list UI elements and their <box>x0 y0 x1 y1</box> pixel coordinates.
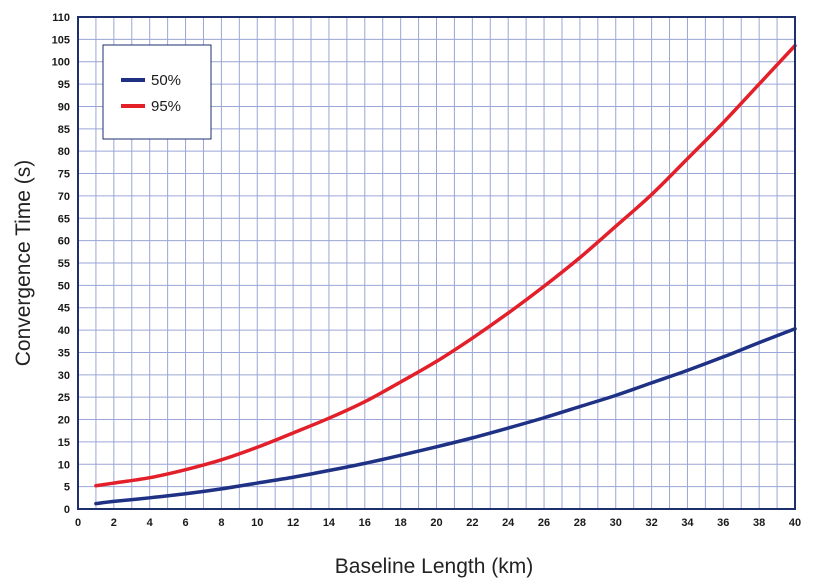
y-tick-label: 80 <box>58 146 70 158</box>
y-tick-label: 40 <box>58 325 70 337</box>
y-tick-label: 5 <box>64 482 70 494</box>
y-tick-label: 35 <box>58 347 70 359</box>
y-tick-label: 25 <box>58 392 70 404</box>
y-tick-label: 90 <box>58 101 70 113</box>
x-tick-label: 20 <box>430 517 442 529</box>
x-tick-label: 40 <box>789 517 801 529</box>
plot-frame <box>77 16 796 510</box>
x-tick-label: 4 <box>147 517 154 529</box>
x-tick-label: 22 <box>466 517 478 529</box>
y-tick-label: 110 <box>52 12 70 24</box>
x-tick-label: 38 <box>753 517 765 529</box>
x-tick-label: 24 <box>502 517 515 529</box>
x-tick-label: 0 <box>75 517 81 529</box>
y-tick-label: 105 <box>52 34 70 46</box>
series-layer <box>94 43 797 506</box>
y-tick-label: 10 <box>58 459 70 471</box>
y-axis-label: Convergence Time (s) <box>12 160 35 367</box>
legend-box <box>102 44 212 140</box>
y-tick-label: 50 <box>58 280 70 292</box>
x-tick-label: 8 <box>218 517 224 529</box>
x-tick-label: 14 <box>323 517 336 529</box>
x-tick-label: 34 <box>681 517 694 529</box>
y-tick-label: 70 <box>58 191 70 203</box>
y-tick-label: 45 <box>58 303 70 315</box>
x-tick-label: 26 <box>538 517 550 529</box>
y-tick-label: 55 <box>58 258 70 270</box>
x-tick-label: 16 <box>359 517 371 529</box>
tick-labels: 0 2 4 6 8 10 12 14 16 18 20 22 24 26 28 30 32 34 36 38 40051… <box>52 12 801 529</box>
x-tick-label: 18 <box>395 517 407 529</box>
series-line-50 <box>94 327 797 506</box>
legend-label-95: 95% <box>151 98 181 115</box>
y-tick-label: 15 <box>58 437 70 449</box>
x-tick-label: 36 <box>717 517 729 529</box>
x-tick-label: 28 <box>574 517 586 529</box>
x-tick-label: 12 <box>287 517 299 529</box>
x-tick-label: 32 <box>645 517 657 529</box>
y-tick-label: 0 <box>64 504 70 516</box>
x-tick-label: 10 <box>251 517 263 529</box>
y-tick-label: 75 <box>58 169 70 181</box>
legend-label-50: 50% <box>151 72 181 89</box>
y-tick-label: 60 <box>58 236 70 248</box>
y-tick-label: 85 <box>58 124 70 136</box>
y-tick-label: 95 <box>58 79 70 91</box>
series-line-95 <box>94 43 797 488</box>
legend: 50% 95% <box>102 44 212 140</box>
y-tick-label: 65 <box>58 213 70 225</box>
y-tick-label: 30 <box>58 370 70 382</box>
x-tick-label: 30 <box>610 517 622 529</box>
x-tick-label: 2 <box>111 517 117 529</box>
y-tick-label: 20 <box>58 415 70 427</box>
x-axis-label: Baseline Length (km) <box>335 555 533 578</box>
x-tick-label: 6 <box>182 517 188 529</box>
y-tick-label: 100 <box>52 57 70 69</box>
